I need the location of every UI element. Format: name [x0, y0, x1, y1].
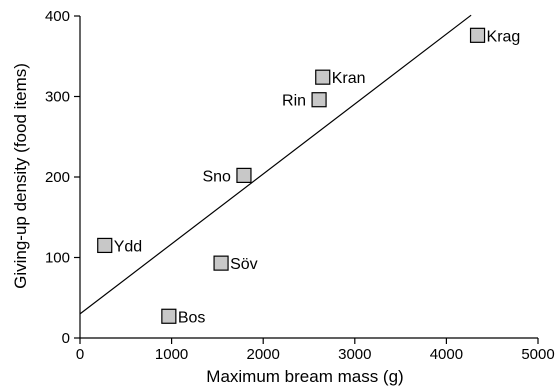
point-label: Kran [332, 70, 366, 87]
y-tick-label: 100 [45, 250, 70, 267]
x-tick-label: 5000 [521, 346, 554, 363]
fit-line-group [79, 14, 472, 315]
point-marker [97, 237, 113, 254]
point-marker [469, 27, 486, 43]
point-label: Ydd [114, 238, 142, 255]
point-marker [315, 69, 331, 85]
point-marker [213, 255, 229, 271]
y-tick-label: 400 [45, 8, 70, 25]
y-axis-title: Giving-up density (food items) [11, 63, 30, 289]
axes [79, 16, 538, 339]
point-label: Bos [178, 309, 206, 326]
point-label: Krag [487, 28, 521, 45]
point-marker [236, 167, 252, 183]
point-marker [311, 92, 327, 108]
point-marker [161, 308, 177, 324]
x-tick-label: 4000 [430, 346, 463, 363]
y-tick-label: 0 [62, 330, 70, 347]
point-label: Rin [282, 93, 306, 110]
x-tick-label: 1000 [155, 346, 188, 363]
data-point-bos: Bos [161, 308, 206, 326]
data-point-kran: Kran [315, 69, 366, 87]
x-ticks: 0 1000 2000 3000 4000 5000 [76, 338, 555, 363]
regression-line [79, 14, 472, 315]
data-point-sno: Sno [202, 167, 252, 185]
x-tick-label: 3000 [338, 346, 371, 363]
point-label: Sno [202, 168, 231, 185]
x-tick-label: 2000 [247, 346, 280, 363]
point-label: Söv [230, 256, 258, 273]
y-tick-label: 200 [45, 169, 70, 186]
x-axis-title: Maximum bream mass (g) [206, 367, 403, 386]
x-tick-label: 0 [76, 346, 84, 363]
data-point-krag: Krag [469, 27, 521, 45]
y-tick-label: 300 [45, 89, 70, 106]
points: Ydd Bos Söv Sno Rin Kran Krag [97, 27, 521, 326]
data-point-ydd: Ydd [97, 237, 142, 255]
data-point-rin: Rin [282, 92, 327, 110]
y-ticks: 0 100 200 300 400 [45, 8, 80, 347]
data-point-söv: Söv [213, 255, 258, 273]
